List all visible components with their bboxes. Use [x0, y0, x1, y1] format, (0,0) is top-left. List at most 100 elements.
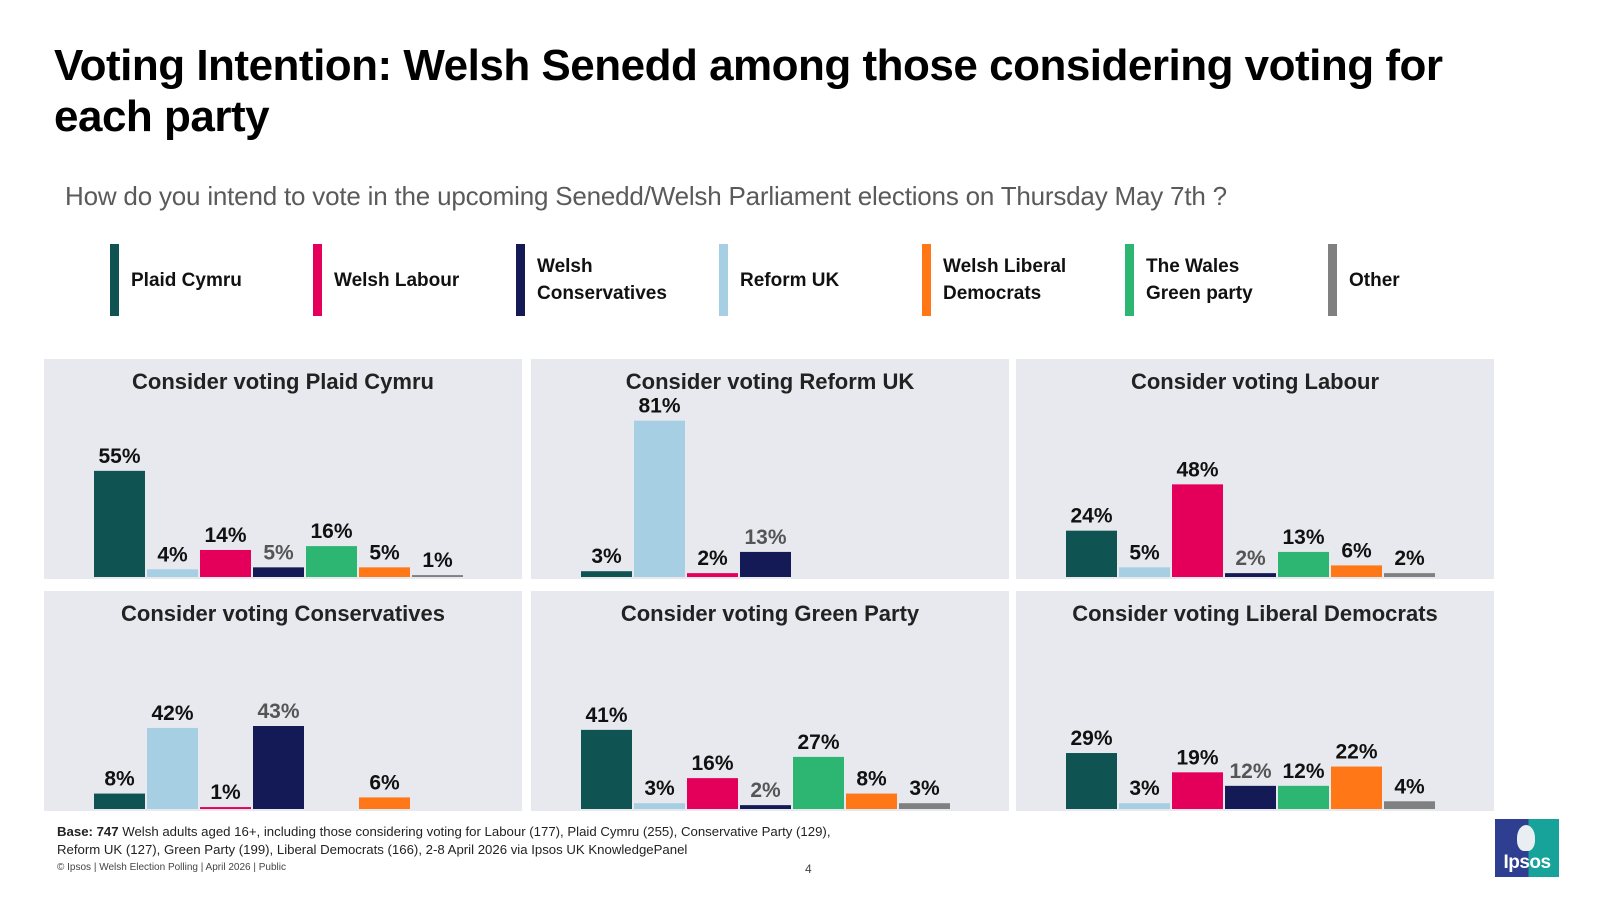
data-label-plaid-cymru: 29% [1070, 727, 1112, 750]
copyright-note: © Ipsos | Welsh Election Polling | April… [57, 862, 286, 873]
bar-chart-green-party: 41% 3% 16% 2% 27% 8% 3% [581, 704, 950, 809]
bar-welsh-labour [200, 549, 251, 577]
legend-label: Welsh Liberal Democrats [943, 256, 1067, 304]
data-label-welsh-conservatives: 2% [750, 779, 781, 802]
data-label-reform-uk: 81% [638, 395, 680, 418]
bar-welsh-conservatives [740, 805, 791, 809]
legend-swatch-wales-green-party [1125, 244, 1134, 316]
bar-welsh-labour [200, 807, 251, 809]
data-label-welsh-labour: 19% [1176, 746, 1218, 769]
bar-chart-liberal-democrats: 29% 3% 19% 12% 12% 22% 4% [1066, 727, 1435, 809]
data-label-plaid-cymru: 41% [585, 704, 627, 727]
chart-legend: Plaid Cymru Welsh Labour Welsh Conservat… [110, 243, 1410, 317]
legend-label: Welsh Labour [334, 269, 460, 291]
panel-title: Consider voting Conservatives [121, 601, 445, 626]
data-label-welsh-liberal-democrats: 22% [1335, 741, 1377, 764]
panel-reform-uk: Consider voting Reform UK 3% 81% 2% 13% [531, 359, 1009, 579]
legend-swatch-welsh-liberal-democrats [922, 244, 931, 316]
legend-swatch-welsh-conservatives [516, 244, 525, 316]
data-label-welsh-conservatives: 12% [1229, 760, 1271, 783]
page-number: 4 [805, 862, 812, 876]
bar-the-wales-green-party [1278, 551, 1329, 577]
panel-liberal-democrats: Consider voting Liberal Democrats 29% 3% 1… [1016, 591, 1494, 811]
panel-labour: Consider voting Labour 24% 5% 48% 2% 13% 6% 2% [1016, 359, 1494, 579]
bar-welsh-labour [1172, 484, 1223, 577]
ipsos-logo: Ipsos [1495, 819, 1559, 877]
survey-question: How do you intend to vote in the upcomin… [65, 181, 1227, 211]
data-label-welsh-conservatives: 43% [257, 700, 299, 723]
legend-swatch-reform-uk [719, 244, 728, 316]
bar-reform-uk [1119, 567, 1170, 577]
legend-item-welsh-conservatives: Welsh Conservatives [516, 243, 667, 317]
bar-plaid-cymru [581, 729, 632, 809]
data-label-welsh-labour: 48% [1176, 458, 1218, 481]
data-label-plaid-cymru: 3% [591, 545, 622, 568]
panel-green-party: Consider voting Green Party 41% 3% 16% 2% 27… [531, 591, 1009, 811]
data-label-reform-uk: 4% [157, 543, 188, 566]
data-label-reform-uk: 3% [644, 777, 675, 800]
legend-label: Reform UK [740, 269, 840, 291]
data-label-other: 2% [1394, 547, 1425, 570]
data-label-welsh-conservatives: 2% [1235, 547, 1266, 570]
legend-label: The Wales Green party [1146, 256, 1253, 304]
panel-title: Consider voting Labour [1130, 369, 1380, 394]
bar-reform-uk [147, 569, 198, 577]
data-label-welsh-liberal-democrats: 8% [856, 768, 887, 791]
legend-swatch-other [1328, 244, 1337, 316]
bar-plaid-cymru [94, 470, 145, 577]
bar-welsh-conservatives [1225, 573, 1276, 577]
data-label-reform-uk: 5% [1129, 541, 1160, 564]
panel-conservatives: Consider voting Conservatives 8% 42% 1% 43%… [44, 591, 522, 811]
panel-title: Consider voting Green Party [620, 601, 920, 626]
bar-welsh-conservatives [253, 726, 304, 809]
bar-chart-reform-uk: 3% 81% 2% 13% [581, 395, 791, 577]
data-label-welsh-liberal-democrats: 5% [369, 541, 400, 564]
data-label-welsh-liberal-democrats: 6% [369, 771, 400, 794]
bar-reform-uk [634, 420, 685, 577]
data-label-welsh-conservatives: 5% [263, 541, 294, 564]
legend-item-wales-green-party: The Wales Green party [1125, 243, 1253, 317]
data-label-plaid-cymru: 24% [1070, 505, 1112, 528]
data-label-welsh-labour: 14% [204, 524, 246, 547]
bar-chart-plaid-cymru: 55% 4% 14% 5% 16% 5% 1% [94, 445, 463, 577]
logo-text: Ipsos [1503, 852, 1551, 873]
bar-welsh-conservatives [253, 567, 304, 577]
legend-item-welsh-labour: Welsh Labour [313, 243, 459, 317]
data-label-welsh-labour: 16% [691, 752, 733, 775]
bar-plaid-cymru [1066, 530, 1117, 577]
bar-welsh-labour [687, 778, 738, 809]
base-label: Base: 747 [57, 824, 119, 839]
bar-welsh-labour [1172, 772, 1223, 809]
legend-swatch-welsh-labour [313, 244, 322, 316]
legend-swatch-plaid-cymru [110, 244, 119, 316]
bar-reform-uk [634, 803, 685, 809]
data-label-welsh-conservatives: 13% [744, 526, 786, 549]
bar-the-wales-green-party [306, 546, 357, 577]
base-note: Base: 747 Welsh adults aged 16+, includi… [57, 823, 857, 859]
bar-the-wales-green-party [1278, 785, 1329, 809]
bar-the-wales-green-party [793, 756, 844, 809]
bar-chart-conservatives: 8% 42% 1% 43% 6% [94, 700, 410, 809]
panel-title: Consider voting Liberal Democrats [1072, 601, 1438, 626]
data-label-welsh-labour: 2% [697, 547, 728, 570]
legend-label: Plaid Cymru [131, 269, 242, 291]
data-label-reform-uk: 42% [151, 702, 193, 725]
data-label-welsh-liberal-democrats: 6% [1341, 539, 1372, 562]
data-label-other: 1% [422, 549, 453, 572]
bar-other [1384, 801, 1435, 809]
bar-welsh-liberal-democrats [846, 793, 897, 809]
bar-welsh-conservatives [740, 551, 791, 577]
data-label-the-wales-green-party: 16% [310, 520, 352, 543]
bar-welsh-liberal-democrats [1331, 766, 1382, 809]
bar-welsh-conservatives [1225, 785, 1276, 809]
data-label-the-wales-green-party: 27% [797, 731, 839, 754]
data-label-the-wales-green-party: 13% [1282, 526, 1324, 549]
bar-chart-labour: 24% 5% 48% 2% 13% 6% 2% [1066, 458, 1435, 577]
bar-welsh-liberal-democrats [1331, 565, 1382, 577]
data-label-welsh-labour: 1% [210, 781, 241, 804]
panel-title: Consider voting Plaid Cymru [132, 369, 434, 394]
bar-plaid-cymru [94, 793, 145, 809]
data-label-other: 4% [1394, 775, 1425, 798]
base-text: Welsh adults aged 16+, including those c… [57, 824, 831, 857]
data-label-other: 3% [909, 777, 940, 800]
